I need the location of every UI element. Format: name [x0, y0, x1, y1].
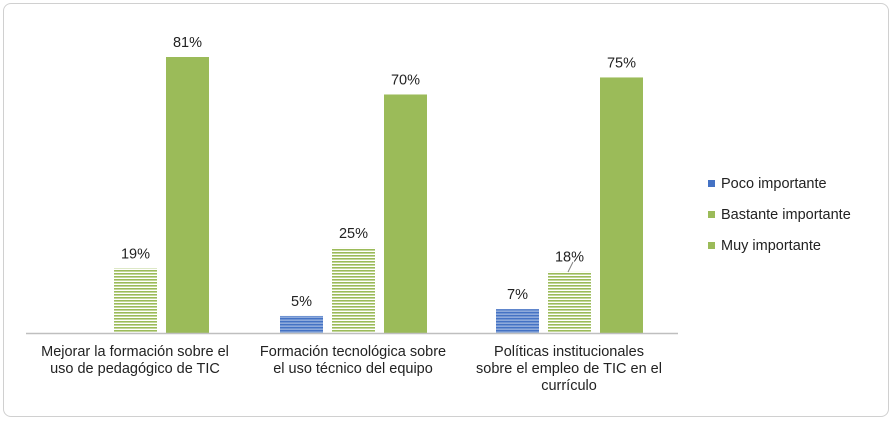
bar-poco-importante-3 [496, 309, 539, 333]
data-label-poco-importante-3: 7% [507, 287, 528, 303]
legend-label-poco-importante: Poco importante [721, 175, 827, 192]
chart-frame [3, 3, 889, 417]
bar-muy-importante-3 [600, 77, 643, 333]
label-leader-line [567, 261, 574, 273]
legend-swatch-muy-importante [708, 242, 715, 249]
bar-poco-importante-2 [280, 315, 323, 333]
bar-bastante-importante-2 [332, 247, 375, 333]
data-label-bastante-importante-1: 19% [121, 246, 150, 262]
bar-muy-importante-2 [384, 94, 427, 334]
data-label-poco-importante-2: 5% [291, 294, 312, 310]
legend-item-poco-importante: Poco importante [708, 168, 851, 199]
bars-group [114, 57, 643, 334]
legend-label-bastante-importante: Bastante importante [721, 206, 851, 223]
data-label-bastante-importante-3: 18% [555, 250, 584, 266]
bar-labels-group: 5% 7% 19% 25% 18% 81% 70% 75% [121, 35, 636, 310]
legend-item-bastante-importante: Bastante importante [708, 199, 851, 230]
category-label-3: Políticas institucionales sobre el emple… [476, 344, 662, 394]
chart-legend: Poco importante Bastante importante Muy … [708, 168, 851, 261]
legend-swatch-poco-importante [708, 180, 715, 187]
data-label-muy-importante-1: 81% [173, 35, 202, 51]
bar-bastante-importante-1 [114, 268, 157, 333]
category-label-1: Mejorar la formación sobre el uso de ped… [41, 344, 229, 377]
data-label-muy-importante-2: 70% [391, 72, 420, 88]
legend-swatch-bastante-importante [708, 211, 715, 218]
data-label-muy-importante-3: 75% [607, 55, 636, 71]
legend-item-muy-importante: Muy importante [708, 230, 851, 261]
data-label-bastante-importante-2: 25% [339, 226, 368, 242]
legend-label-muy-importante: Muy importante [721, 237, 821, 254]
bar-bastante-importante-3 [548, 271, 591, 333]
bar-muy-importante-1 [166, 57, 209, 333]
category-label-2: Formación tecnológica sobre el uso técni… [259, 344, 447, 377]
